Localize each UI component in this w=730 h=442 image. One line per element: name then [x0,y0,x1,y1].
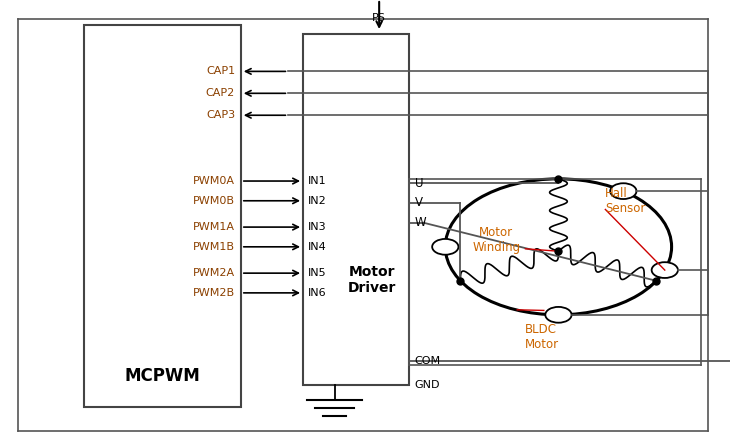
Circle shape [610,183,637,199]
Text: IN4: IN4 [308,242,327,252]
Text: V: V [415,196,423,210]
Text: GND: GND [415,380,440,390]
Circle shape [652,262,678,278]
Text: IN3: IN3 [308,222,327,232]
Text: PWM0B: PWM0B [193,196,235,206]
Circle shape [432,239,458,255]
Text: BLDC
Motor: BLDC Motor [524,323,558,351]
Text: CAP1: CAP1 [206,66,235,76]
Text: IN5: IN5 [308,268,327,278]
Text: IN1: IN1 [308,176,327,186]
Circle shape [545,307,572,323]
Text: PWM1B: PWM1B [193,242,235,252]
Text: PS: PS [372,13,386,23]
Text: PWM2A: PWM2A [193,268,235,278]
Bar [84,25,241,407]
Text: Motor
Winding: Motor Winding [472,226,520,254]
Text: W: W [415,216,426,229]
Text: PWM0A: PWM0A [193,176,235,186]
Text: MCPWM: MCPWM [125,367,200,385]
Text: IN6: IN6 [308,288,327,298]
Text: COM: COM [415,356,441,366]
Bar [303,34,409,385]
Text: IN2: IN2 [308,196,327,206]
Text: PWM1A: PWM1A [193,222,235,232]
Text: U: U [415,177,423,190]
Text: Hall
Sensor: Hall Sensor [605,187,646,215]
Text: CAP2: CAP2 [206,88,235,98]
Text: CAP3: CAP3 [206,110,235,120]
Text: PWM2B: PWM2B [193,288,235,298]
Text: Motor
Driver: Motor Driver [347,265,396,295]
